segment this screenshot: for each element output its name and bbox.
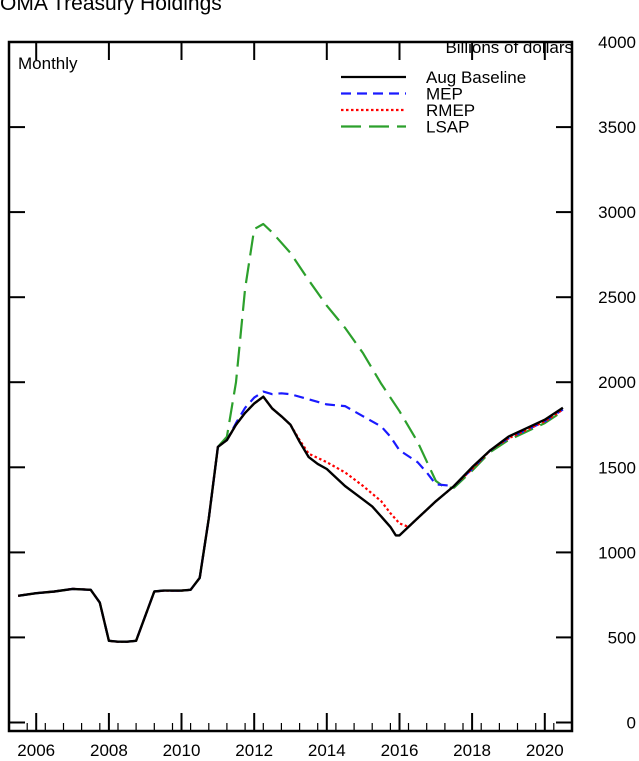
x-tick-label: 2020 xyxy=(526,741,564,760)
x-tick-label: 2010 xyxy=(163,741,201,760)
y-tick-label: 500 xyxy=(608,628,636,647)
y-tick-label: 2000 xyxy=(598,373,636,392)
legend-label-lsap: LSAP xyxy=(426,118,469,137)
y-tick-label: 1500 xyxy=(598,458,636,477)
y-tick-label: 2500 xyxy=(598,288,636,307)
y-tick-label: 4000 xyxy=(598,33,636,52)
chart-title: SOMA Treasury Holdings xyxy=(0,0,222,15)
plot-frame xyxy=(7,40,574,733)
series-layer xyxy=(17,222,564,643)
legend-label-aug-baseline: Aug Baseline xyxy=(426,68,526,87)
legend-label-mep: MEP xyxy=(426,85,463,104)
frequency-note: Monthly xyxy=(18,54,78,73)
ticks-layer: 2006 2008 2010 2012 2014 2016 2018 2020 0 500 1000… xyxy=(9,33,636,760)
x-tick-label: 2014 xyxy=(308,741,346,760)
x-tick-label: 2008 xyxy=(90,741,128,760)
y-tick-label: 0 xyxy=(627,714,636,733)
x-tick-label: 2016 xyxy=(381,741,419,760)
legend-label-rmep: RMEP xyxy=(426,101,475,120)
y-tick-label: 3500 xyxy=(598,118,636,137)
y-tick-label: 3000 xyxy=(598,203,636,222)
x-tick-label: 2018 xyxy=(453,741,491,760)
y-tick-label: 1000 xyxy=(598,543,636,562)
x-tick-label: 2012 xyxy=(235,741,273,760)
x-tick-label: 2006 xyxy=(17,741,55,760)
series-line-aug-baseline xyxy=(17,395,564,643)
series-line-lsap xyxy=(17,222,564,643)
